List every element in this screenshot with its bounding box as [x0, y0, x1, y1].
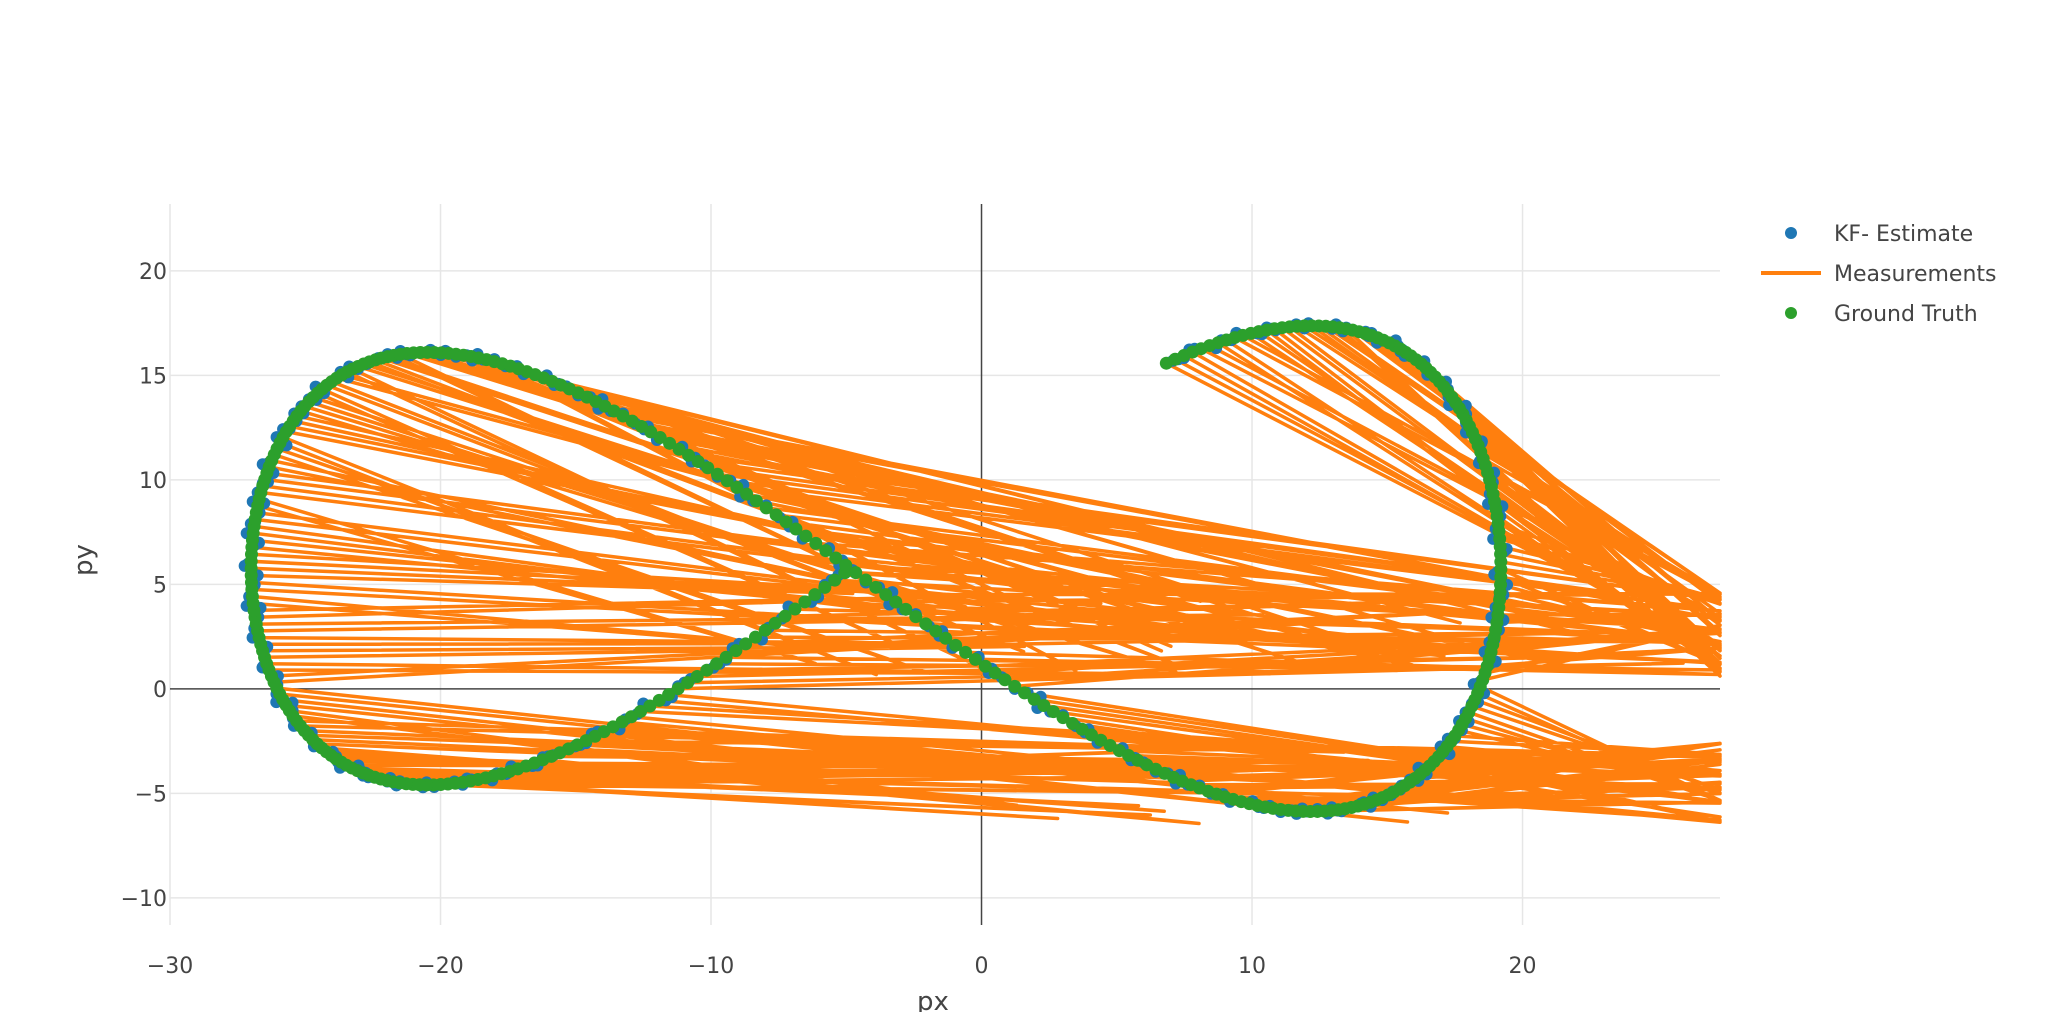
ground-truth-point	[889, 595, 903, 609]
legend-label-ground-truth: Ground Truth	[1834, 302, 1978, 327]
x-tick-labels: −30 −20 −10 0 10 20	[147, 954, 1537, 979]
ground-truth-point	[690, 670, 704, 684]
ground-truth-point	[748, 630, 762, 644]
legend-marker-kf-estimate	[1785, 227, 1797, 239]
ground-truth-point	[729, 644, 743, 658]
ground-truth-point	[939, 631, 953, 645]
ground-truth-point	[653, 431, 667, 445]
ground-truth-point	[1017, 686, 1031, 700]
ground-truth-point	[1027, 692, 1041, 706]
ground-truth-point	[662, 688, 676, 702]
ground-truth-point	[769, 508, 783, 522]
y-tick-label: 0	[153, 678, 167, 703]
ground-truth-point	[710, 467, 724, 481]
ground-truth-point	[828, 573, 842, 587]
ground-truth-point	[978, 659, 992, 673]
ground-truth-point	[789, 522, 803, 536]
ground-truth-point	[1075, 722, 1089, 736]
legend-item-ground-truth[interactable]: Ground Truth	[1785, 302, 1978, 327]
ground-truth-point	[879, 588, 893, 602]
ground-truth-point	[779, 515, 793, 529]
ground-truth-point	[998, 673, 1012, 687]
legend-label-measurements: Measurements	[1834, 262, 1997, 287]
ground-truth-point	[768, 616, 782, 630]
ground-truth-point	[652, 693, 666, 707]
ground-truth-point	[1159, 356, 1173, 370]
ground-truth-point	[1037, 699, 1051, 713]
ground-truth-point	[869, 580, 883, 594]
ground-truth-point	[959, 645, 973, 659]
ground-truth-point	[788, 602, 802, 616]
legend[interactable]: KF- Estimate Measurements Ground Truth	[1761, 222, 1997, 327]
ground-truth-point	[949, 638, 963, 652]
x-axis-title: px	[917, 987, 949, 1012]
ground-truth-point	[808, 588, 822, 602]
ground-truth-point	[663, 436, 677, 450]
ground-truth-point	[839, 558, 853, 572]
ground-truth-point	[682, 448, 696, 462]
ground-truth-point	[739, 637, 753, 651]
ground-truth-point	[909, 610, 923, 624]
ground-truth-point	[671, 682, 685, 696]
ground-truth-point	[859, 573, 873, 587]
ground-truth-point	[988, 666, 1002, 680]
y-tick-label: 20	[139, 260, 167, 285]
ground-truth-point	[730, 480, 744, 494]
ground-truth-point	[899, 602, 913, 616]
ground-truth-series	[244, 319, 1508, 819]
ground-truth-point	[818, 580, 832, 594]
x-tick-label: 0	[975, 954, 989, 979]
ground-truth-point	[1046, 705, 1060, 719]
ground-truth-point	[644, 425, 658, 439]
legend-item-measurements[interactable]: Measurements	[1761, 262, 1997, 287]
x-tick-label: −20	[417, 954, 463, 979]
ground-truth-point	[700, 663, 714, 677]
ground-truth-point	[749, 494, 763, 508]
ground-truth-point	[798, 595, 812, 609]
ground-truth-point	[759, 501, 773, 515]
ground-truth-point	[799, 529, 813, 543]
y-tick-label: −10	[121, 887, 167, 912]
ground-truth-point	[681, 676, 695, 690]
ground-truth-point	[819, 544, 833, 558]
ground-truth-point	[929, 624, 943, 638]
y-axis-title: py	[69, 544, 99, 576]
y-tick-label: 10	[139, 469, 167, 494]
legend-label-kf-estimate: KF- Estimate	[1834, 222, 1973, 247]
y-tick-label: 5	[153, 573, 167, 598]
ground-truth-point	[691, 454, 705, 468]
x-tick-label: 20	[1509, 954, 1537, 979]
legend-marker-ground-truth	[1785, 307, 1797, 319]
ground-truth-point	[758, 623, 772, 637]
x-tick-label: −30	[147, 954, 193, 979]
ground-truth-point	[672, 442, 686, 456]
ground-truth-point	[1056, 711, 1070, 725]
y-tick-labels: −10 −5 0 5 10 15 20	[121, 260, 167, 912]
legend-item-kf-estimate[interactable]: KF- Estimate	[1785, 222, 1973, 247]
ground-truth-point	[720, 474, 734, 488]
ground-truth-point	[709, 657, 723, 671]
ground-truth-point	[740, 487, 754, 501]
ground-truth-point	[809, 536, 823, 550]
x-tick-label: −10	[688, 954, 734, 979]
y-tick-label: 15	[139, 364, 167, 389]
ground-truth-point	[719, 650, 733, 664]
ground-truth-point	[919, 617, 933, 631]
ground-truth-point	[701, 461, 715, 475]
ground-truth-point	[849, 566, 863, 580]
ground-truth-point	[1008, 679, 1022, 693]
ground-truth-point	[968, 652, 982, 666]
y-tick-label: −5	[135, 782, 167, 807]
ground-truth-point	[829, 551, 843, 565]
ground-truth-point	[1066, 717, 1080, 731]
ground-truth-point	[778, 609, 792, 623]
x-tick-label: 10	[1238, 954, 1266, 979]
